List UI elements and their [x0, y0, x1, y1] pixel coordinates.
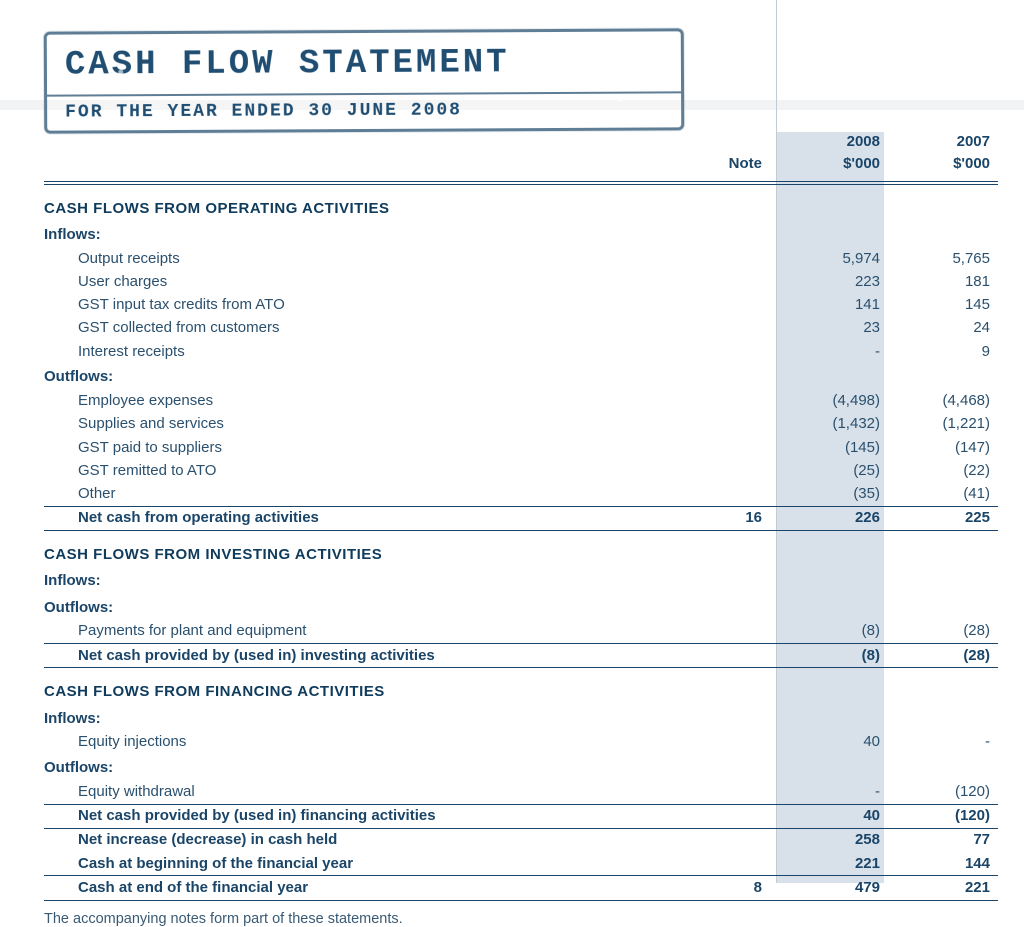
line-y2: (1,221): [888, 413, 998, 436]
line-label: GST remitted to ATO: [44, 459, 718, 482]
total-row-y1: 221: [778, 852, 888, 876]
line-y1: 23: [778, 317, 888, 340]
total-row-label: Net increase (decrease) in cash held: [44, 828, 718, 852]
total-row-y2: 221: [888, 876, 998, 900]
line-y2: (22): [888, 459, 998, 482]
line-y2: 24: [888, 317, 998, 340]
line-y2: -: [888, 731, 998, 754]
operating-subtotal-y1: 226: [778, 506, 888, 530]
investing-subtotal-y1: (8): [778, 644, 888, 668]
line-label: Employee expenses: [44, 390, 718, 413]
investing-subtotal-label: Net cash provided by (used in) investing…: [44, 644, 718, 668]
financing-subtotal-y2: (120): [888, 804, 998, 828]
section-financing-title: CASH FLOWS FROM FINANCING ACTIVITIES: [44, 668, 998, 705]
line-y1: 141: [778, 294, 888, 317]
line-y2: (28): [888, 620, 998, 644]
total-row-y2: 144: [888, 852, 998, 876]
line-y1: (1,432): [778, 413, 888, 436]
line-y2: 9: [888, 340, 998, 363]
investing-inflows-label: Inflows:: [44, 567, 998, 593]
section-investing-title: CASH FLOWS FROM INVESTING ACTIVITIES: [44, 531, 998, 568]
operating-subtotal-label: Net cash from operating activities: [44, 506, 718, 530]
footnote: The accompanying notes form part of thes…: [44, 901, 998, 927]
col-unit-2008: $'000: [778, 154, 888, 182]
line-label: GST paid to suppliers: [44, 436, 718, 459]
investing-subtotal-y2: (28): [888, 644, 998, 668]
line-label: Other: [44, 483, 718, 507]
line-y1: (4,498): [778, 390, 888, 413]
line-label: Supplies and services: [44, 413, 718, 436]
operating-inflows-label: Inflows:: [44, 221, 998, 247]
line-y2: (41): [888, 483, 998, 507]
total-row-label: Cash at beginning of the financial year: [44, 852, 718, 876]
line-label: Equity injections: [44, 731, 718, 754]
line-y2: (120): [888, 780, 998, 804]
total-row-y2: 77: [888, 828, 998, 852]
line-label: Payments for plant and equipment: [44, 620, 718, 644]
operating-outflows-label: Outflows:: [44, 363, 998, 389]
operating-subtotal-note: 16: [718, 506, 778, 530]
line-label: Interest receipts: [44, 340, 718, 363]
line-y1: (35): [778, 483, 888, 507]
statement-period: FOR THE YEAR ENDED 30 JUNE 2008: [47, 93, 681, 130]
line-y2: 145: [888, 294, 998, 317]
col-year-2008: 2008: [778, 132, 888, 154]
financing-subtotal-y1: 40: [778, 804, 888, 828]
line-y1: (8): [778, 620, 888, 644]
investing-outflows-label: Outflows:: [44, 594, 998, 620]
section-operating-title: CASH FLOWS FROM OPERATING ACTIVITIES: [44, 183, 998, 221]
line-y2: 181: [888, 270, 998, 293]
line-label: GST input tax credits from ATO: [44, 294, 718, 317]
line-y1: 40: [778, 731, 888, 754]
line-y1: -: [778, 340, 888, 363]
statement-body: 2008 2007 Note $'000 $'000 CASH FLOWS FR…: [44, 132, 998, 927]
line-y2: (4,468): [888, 390, 998, 413]
financing-inflows-label: Inflows:: [44, 705, 998, 731]
line-label: Equity withdrawal: [44, 780, 718, 804]
statement-title: CASH FLOW STATEMENT: [47, 31, 681, 94]
col-year-2007: 2007: [888, 132, 998, 154]
line-label: User charges: [44, 270, 718, 293]
financing-subtotal-label: Net cash provided by (used in) financing…: [44, 804, 718, 828]
financing-outflows-label: Outflows:: [44, 754, 998, 780]
page: CASH FLOW STATEMENT FOR THE YEAR ENDED 3…: [0, 0, 1024, 906]
line-y2: (147): [888, 436, 998, 459]
total-row-y1: 258: [778, 828, 888, 852]
col-unit-2007: $'000: [888, 154, 998, 182]
line-label: Output receipts: [44, 247, 718, 270]
line-y2: 5,765: [888, 247, 998, 270]
title-stamp: CASH FLOW STATEMENT FOR THE YEAR ENDED 3…: [44, 28, 685, 133]
total-row-label: Cash at end of the financial year: [44, 876, 718, 900]
total-row-note: 8: [718, 876, 778, 900]
col-note: Note: [718, 154, 778, 182]
line-y1: (25): [778, 459, 888, 482]
line-y1: 223: [778, 270, 888, 293]
line-label: GST collected from customers: [44, 317, 718, 340]
line-y1: (145): [778, 436, 888, 459]
cash-flow-table: 2008 2007 Note $'000 $'000 CASH FLOWS FR…: [44, 132, 998, 901]
total-row-y1: 479: [778, 876, 888, 900]
operating-subtotal-y2: 225: [888, 506, 998, 530]
line-y1: -: [778, 780, 888, 804]
line-y1: 5,974: [778, 247, 888, 270]
